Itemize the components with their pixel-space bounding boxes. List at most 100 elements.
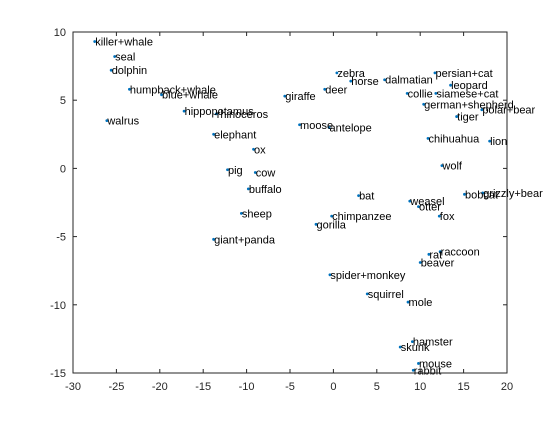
point-label: beaver <box>421 258 455 270</box>
point-label: bobcat <box>465 189 498 201</box>
point-label: rhinoceros <box>217 109 269 121</box>
data-point <box>480 108 484 112</box>
point-label: chihuahua <box>429 133 481 145</box>
data-point <box>426 136 430 140</box>
point-label: moose <box>300 120 333 132</box>
data-point <box>226 168 229 172</box>
point-label: cow <box>256 167 276 179</box>
point-label: wolf <box>441 161 463 173</box>
point-label: collie <box>408 88 433 100</box>
data-point <box>349 79 353 83</box>
data-point <box>438 250 442 254</box>
data-point <box>330 214 334 218</box>
point-label: zebra <box>337 68 365 80</box>
data-point <box>434 91 438 95</box>
data-point <box>327 126 331 129</box>
point-label: weasel <box>409 196 444 208</box>
y-tick-label: -15 <box>50 368 66 380</box>
point-label: ox <box>254 144 266 156</box>
data-point <box>417 205 420 208</box>
data-point <box>182 109 186 113</box>
data-point <box>212 132 216 136</box>
point-label: rat <box>429 249 442 261</box>
data-point <box>433 71 437 75</box>
point-label: mouse <box>419 358 452 370</box>
tick-labels: -30 -25 -20 -15 -10 -5 0 5 10 15 20 -15 -10 -5 0 5 10 <box>50 27 513 393</box>
point-label: spider+monkey <box>330 270 405 282</box>
point-label: dolphin <box>112 65 147 77</box>
y-tick-label: 0 <box>60 163 66 175</box>
data-point <box>488 139 492 143</box>
point-label: killer+whale <box>95 37 153 49</box>
point-label: polar+bear <box>482 105 535 117</box>
y-tick-label: 5 <box>60 95 66 107</box>
axes-box <box>72 31 508 374</box>
point-label: buffalo <box>249 184 282 196</box>
x-tick-label: -25 <box>108 381 124 393</box>
data-point <box>252 147 255 151</box>
data-point <box>417 362 420 365</box>
point-label: sheep <box>242 208 272 220</box>
data-point <box>357 194 360 198</box>
x-tick-label: -30 <box>65 381 81 393</box>
point-label: mole <box>409 297 433 309</box>
x-tick-label: -15 <box>195 381 211 393</box>
point-label: hamster <box>413 337 453 349</box>
x-tick-label: 0 <box>330 381 336 393</box>
x-tick-label: -10 <box>239 381 255 393</box>
point-label: persian+cat <box>435 68 492 80</box>
data-point <box>335 71 339 75</box>
point-label: squirrel <box>368 289 404 301</box>
x-tick-label: 15 <box>457 381 469 393</box>
point-label: raccoon <box>441 247 480 259</box>
x-tick-label: 20 <box>501 381 513 393</box>
point-label: gorilla <box>317 219 347 231</box>
data-point <box>212 237 216 241</box>
data-point <box>406 300 410 304</box>
data-point <box>109 68 113 72</box>
data-point <box>440 164 444 168</box>
point-label: skunk <box>401 342 430 354</box>
data-point <box>437 214 441 218</box>
data-point <box>298 123 301 127</box>
point-label: horse <box>351 76 379 88</box>
data-point <box>422 102 426 106</box>
point-label: hippopotamus <box>185 106 255 118</box>
data-point <box>160 93 163 97</box>
data-point <box>93 40 97 43</box>
data-point <box>246 187 250 191</box>
point-label: german+shepherd <box>424 99 514 111</box>
data-point <box>323 87 327 91</box>
point-label: antelope <box>330 122 372 134</box>
point-label: dalmatian <box>385 75 433 87</box>
data-point <box>128 87 131 91</box>
data-point <box>418 261 422 264</box>
data-points <box>93 40 492 372</box>
point-label: seal <box>115 52 135 64</box>
data-point <box>239 212 243 215</box>
data-point <box>455 115 459 118</box>
x-tick-label: 5 <box>374 381 380 393</box>
point-label: rabbit <box>414 365 442 377</box>
point-label: bat <box>359 191 374 203</box>
point-label: fox <box>440 211 455 223</box>
point-label: giant+panda <box>214 234 276 246</box>
point-label: humpback+whale <box>130 84 216 96</box>
data-point <box>481 191 485 195</box>
data-point <box>328 273 332 277</box>
data-point <box>383 78 387 82</box>
data-point <box>408 199 412 203</box>
data-point <box>449 83 452 87</box>
point-label: walrus <box>106 116 139 128</box>
y-tick-label: -10 <box>50 300 66 312</box>
data-point <box>463 192 466 196</box>
point-label: deer <box>325 84 347 96</box>
point-label: siamese+cat <box>436 88 498 100</box>
point-label: otter <box>419 202 441 214</box>
x-tick-label: 10 <box>414 381 426 393</box>
x-tick-label: -20 <box>152 381 168 393</box>
data-point <box>365 292 369 296</box>
data-point <box>398 345 402 349</box>
